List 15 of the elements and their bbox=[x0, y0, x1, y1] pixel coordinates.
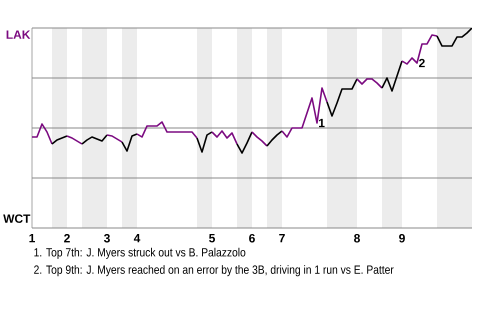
text: LAK bbox=[6, 30, 30, 39]
text: WCT bbox=[3, 214, 30, 223]
x-tick-label: 8 bbox=[354, 234, 360, 242]
x-tick-label: 9 bbox=[399, 234, 405, 242]
text: 2. Top 9th: J. Myers reached on an error by the 3B, driving in 1 run vs E. Patter bbox=[34, 265, 394, 276]
x-tick-label: 1 bbox=[29, 234, 35, 242]
x-tick-label: 3 bbox=[104, 234, 110, 242]
annotation: 2 bbox=[419, 58, 425, 68]
x-tick-label: 6 bbox=[249, 234, 255, 242]
x-tick-label: 2 bbox=[64, 234, 70, 242]
annotation: 1 bbox=[319, 118, 325, 128]
x-tick-label: 7 bbox=[279, 234, 285, 242]
x-tick-label: 5 bbox=[209, 234, 215, 242]
text: 1. Top 7th: J. Myers struck out vs B. Palazzolo bbox=[34, 248, 246, 259]
x-tick-label: 4 bbox=[134, 234, 140, 242]
